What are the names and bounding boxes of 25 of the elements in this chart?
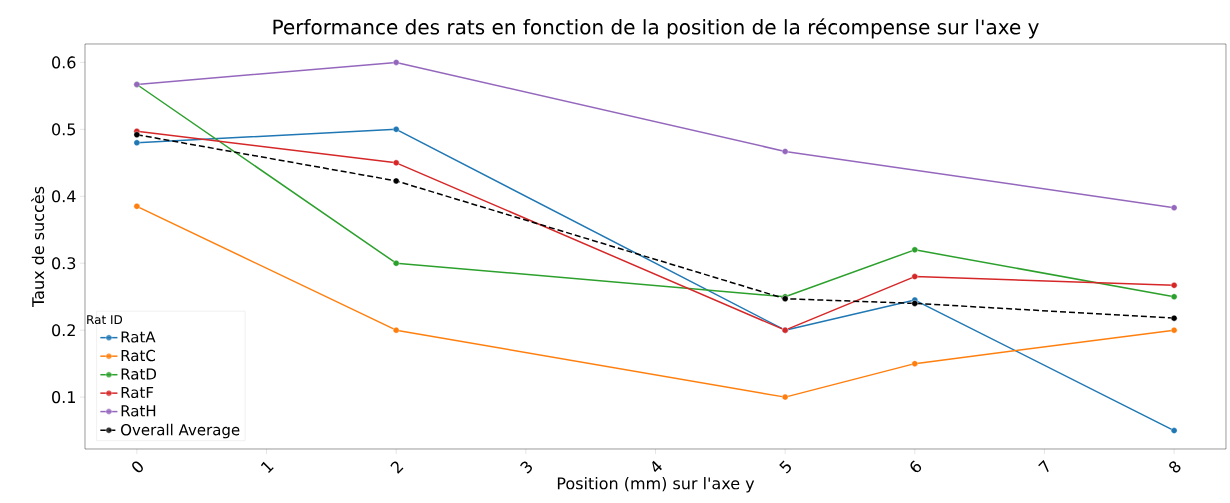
legend-label: RatD bbox=[121, 368, 157, 380]
x-tick-label: 5 bbox=[779, 460, 791, 474]
legend-label: RatC bbox=[121, 349, 156, 362]
legend-label: RatA bbox=[121, 331, 156, 343]
legend-title: Rat ID bbox=[87, 315, 123, 325]
x-tick-label: 4 bbox=[652, 460, 662, 472]
x-tick-label: 8 bbox=[1169, 461, 1181, 473]
legend-label: Overall Average bbox=[121, 423, 240, 439]
x-tick-label: 7 bbox=[1038, 459, 1049, 473]
x-axis-title: Position (mm) sur l'axe y bbox=[557, 477, 755, 493]
x-tick-label: 3 bbox=[520, 461, 532, 474]
y-tick-label: 0.4 bbox=[52, 190, 76, 203]
x-tick-label: 2 bbox=[390, 461, 404, 474]
x-tick-label: 6 bbox=[910, 460, 922, 473]
x-tick-label: 1 bbox=[260, 461, 274, 474]
y-tick-label: 0.1 bbox=[52, 391, 75, 404]
y-tick-label: 0.3 bbox=[52, 257, 76, 270]
chart-title: Performance des rats en fonction de la position de la récompense sur l'axe y bbox=[273, 18, 1039, 39]
legend-label: RatF bbox=[121, 386, 154, 399]
y-tick-label: 0.2 bbox=[52, 324, 75, 337]
legend-label: RatH bbox=[121, 405, 156, 417]
x-tick-label: 0 bbox=[132, 461, 143, 473]
y-axis-title: Taux de succès bbox=[31, 186, 45, 308]
y-tick-label: 0.5 bbox=[52, 123, 76, 136]
y-tick-label: 0.6 bbox=[52, 56, 76, 69]
